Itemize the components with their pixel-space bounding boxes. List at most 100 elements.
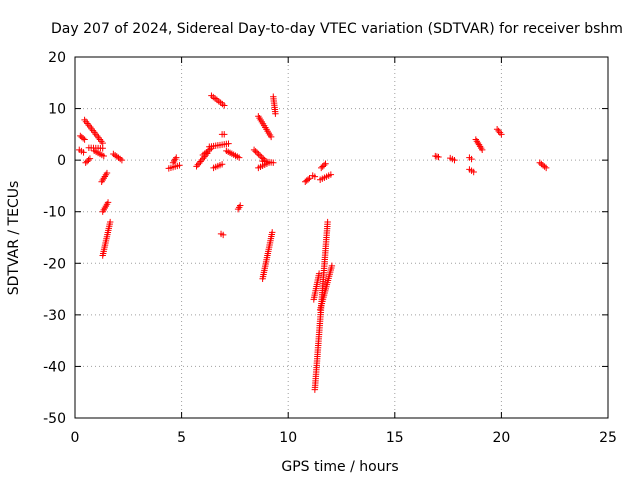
data-cluster bbox=[217, 230, 227, 239]
data-cluster bbox=[210, 161, 226, 172]
data-point bbox=[432, 152, 439, 160]
data-point bbox=[195, 159, 203, 167]
y-tick-label: 20 bbox=[48, 50, 66, 66]
data-cluster bbox=[82, 155, 94, 166]
data-point bbox=[318, 164, 325, 172]
data-point bbox=[198, 156, 206, 164]
data-point bbox=[99, 145, 106, 152]
data-cluster bbox=[218, 131, 228, 138]
data-cluster bbox=[309, 172, 319, 180]
axis-ticks: 0 5 10 15 20 25 -50 -40 -30 -20 -10 0 10 20 bbox=[43, 50, 617, 446]
data-cluster bbox=[206, 140, 232, 150]
data-cluster bbox=[90, 147, 107, 160]
x-tick-label: 25 bbox=[599, 430, 617, 446]
data-point bbox=[197, 158, 204, 165]
data-cluster bbox=[466, 154, 475, 163]
data-cluster bbox=[493, 126, 505, 138]
data-cluster bbox=[255, 113, 275, 141]
data-point bbox=[79, 135, 87, 142]
data-cluster bbox=[318, 160, 329, 172]
data-cluster bbox=[259, 157, 277, 166]
data-cluster bbox=[302, 174, 313, 186]
data-point bbox=[173, 154, 180, 161]
x-tick-label: 15 bbox=[386, 430, 404, 446]
x-tick-label: 10 bbox=[279, 430, 297, 446]
data-point bbox=[221, 131, 228, 138]
data-point bbox=[311, 173, 319, 180]
data-point bbox=[272, 110, 279, 117]
data-point bbox=[252, 148, 259, 155]
data-point bbox=[328, 262, 336, 270]
data-point bbox=[106, 218, 114, 226]
data-cluster bbox=[316, 262, 336, 313]
data-series bbox=[76, 92, 550, 393]
x-tick-label: 5 bbox=[177, 430, 186, 446]
data-point bbox=[100, 152, 107, 160]
plot-frame bbox=[74, 56, 609, 419]
data-point bbox=[80, 149, 87, 156]
data-point bbox=[322, 160, 329, 167]
data-point bbox=[495, 127, 502, 135]
data-cluster bbox=[270, 93, 279, 117]
y-tick-label: -50 bbox=[43, 411, 66, 427]
y-axis-label: SDTVAR / TECUs bbox=[6, 181, 22, 296]
data-point bbox=[258, 153, 265, 161]
data-cluster bbox=[432, 152, 442, 161]
data-point bbox=[496, 129, 504, 136]
data-cluster bbox=[76, 146, 87, 156]
data-cluster bbox=[259, 229, 276, 282]
data-point bbox=[498, 131, 505, 138]
data-point bbox=[104, 199, 112, 206]
data-point bbox=[493, 126, 501, 133]
data-point bbox=[324, 218, 331, 226]
data-cluster bbox=[110, 150, 126, 164]
data-point bbox=[85, 156, 92, 164]
data-cluster bbox=[234, 202, 244, 213]
data-point bbox=[267, 133, 275, 141]
y-tick-label: -40 bbox=[43, 359, 66, 375]
y-tick-label: -30 bbox=[43, 308, 66, 324]
data-point bbox=[315, 270, 323, 277]
data-point bbox=[256, 152, 264, 159]
data-cluster bbox=[536, 159, 550, 172]
data-point bbox=[541, 163, 548, 170]
data-point bbox=[103, 169, 111, 177]
data-point bbox=[269, 229, 276, 236]
data-point bbox=[255, 151, 262, 158]
data-cluster bbox=[98, 169, 111, 186]
data-point bbox=[193, 163, 200, 170]
data-cluster bbox=[77, 132, 88, 143]
data-cluster bbox=[310, 270, 323, 303]
x-tick-label: 0 bbox=[71, 430, 80, 446]
data-cluster bbox=[81, 116, 106, 147]
data-point bbox=[320, 161, 328, 169]
data-point bbox=[470, 168, 477, 176]
chart-title: Day 207 of 2024, Sidereal Day-to-day VTE… bbox=[51, 21, 623, 37]
data-point bbox=[118, 156, 126, 164]
data-point bbox=[435, 153, 442, 161]
data-point bbox=[542, 164, 550, 172]
data-point bbox=[304, 176, 312, 183]
data-point bbox=[83, 158, 91, 165]
data-cluster bbox=[169, 154, 180, 166]
data-cluster bbox=[223, 147, 243, 161]
data-point bbox=[82, 159, 89, 166]
data-cluster bbox=[466, 166, 477, 176]
x-axis-label: GPS time / hours bbox=[281, 459, 398, 475]
data-cluster bbox=[208, 92, 228, 109]
data-point bbox=[221, 102, 228, 109]
data-point bbox=[250, 146, 258, 154]
data-point bbox=[327, 171, 335, 178]
data-cluster bbox=[316, 171, 335, 183]
y-tick-label: 0 bbox=[57, 153, 66, 169]
data-cluster bbox=[99, 218, 114, 259]
data-point bbox=[81, 136, 88, 143]
data-point bbox=[194, 161, 202, 168]
data-point bbox=[237, 202, 244, 209]
data-point bbox=[319, 163, 326, 170]
data-point bbox=[270, 159, 277, 166]
data-cluster bbox=[447, 154, 458, 164]
data-point bbox=[176, 162, 183, 169]
x-tick-label: 20 bbox=[492, 430, 510, 446]
